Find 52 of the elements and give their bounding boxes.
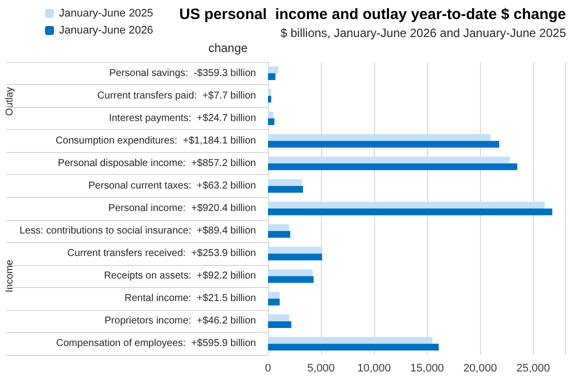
bar <box>268 208 552 216</box>
text: change <box>208 41 248 55</box>
y-tick-label: Current transfers received: +$253.9 billion <box>67 248 256 260</box>
bar <box>268 224 290 232</box>
y-tick-label: Personal current taxes: +$63.2 billion <box>88 180 256 192</box>
chart-title: US personal income and outlay year-to-date $ change <box>179 6 566 23</box>
bar <box>268 66 279 74</box>
y-tick-label: Consumption expenditures: +$1,184.1 billion <box>56 135 256 146</box>
bar <box>268 163 518 170</box>
y-tick-label: Personal savings: -$359.3 billion <box>109 68 256 79</box>
legend-label: January-June 2025 <box>59 8 154 20</box>
y-tick-label: Personal income: +$920.4 billion <box>108 203 256 214</box>
y-tick-label: Current transfers paid: +$7.7 billion <box>97 90 256 102</box>
x-tick-label: 5,000 <box>307 362 335 374</box>
bar <box>268 314 290 322</box>
chart-subtitle: $ billions, January-June 2026 and January-June 2025 <box>280 26 566 40</box>
y-tick-label: Less: contributions to social insurance: +$89.4 billion <box>19 226 256 237</box>
bar <box>268 269 313 276</box>
bar <box>268 344 439 350</box>
y-tick-label: Interest payments: +$24.7 billion <box>108 112 256 124</box>
bar <box>268 73 276 80</box>
bar <box>268 156 510 164</box>
x-tick-label: 0 <box>264 362 272 374</box>
bar <box>268 246 322 254</box>
legend-label: January-June 2026 <box>59 24 154 36</box>
bar <box>268 336 432 344</box>
bar <box>268 321 292 328</box>
y-tick-label: Personal disposable income: +$857.2 billion <box>58 158 256 169</box>
bar <box>268 186 304 193</box>
y-tick-label: Proprietors income: +$46.2 billion <box>104 316 256 327</box>
x-tick-label: 15,000 <box>410 362 444 374</box>
bar <box>268 134 491 141</box>
bar <box>268 118 274 126</box>
bar <box>268 276 314 283</box>
x-tick-label: 25,000 <box>516 362 550 374</box>
bar <box>268 96 272 103</box>
x-tick-label: 20,000 <box>463 362 497 374</box>
y-tick-label: Rental income: +$21.5 billion <box>124 293 256 304</box>
bar <box>268 89 272 96</box>
y-tick-label: Compensation of employees: +$595.9 billion <box>56 338 256 350</box>
bar <box>268 179 302 186</box>
text: Income <box>4 259 16 293</box>
bar <box>268 231 290 238</box>
bar <box>268 298 280 306</box>
bar <box>268 254 322 260</box>
x-tick-label: 10,000 <box>357 362 391 374</box>
y-tick-label: Receipts on assets: +$92.2 billion <box>104 270 256 282</box>
bar <box>268 140 500 148</box>
bar <box>268 112 274 118</box>
bar <box>268 202 545 208</box>
bar <box>268 292 280 299</box>
text: Outlay <box>4 86 16 116</box>
